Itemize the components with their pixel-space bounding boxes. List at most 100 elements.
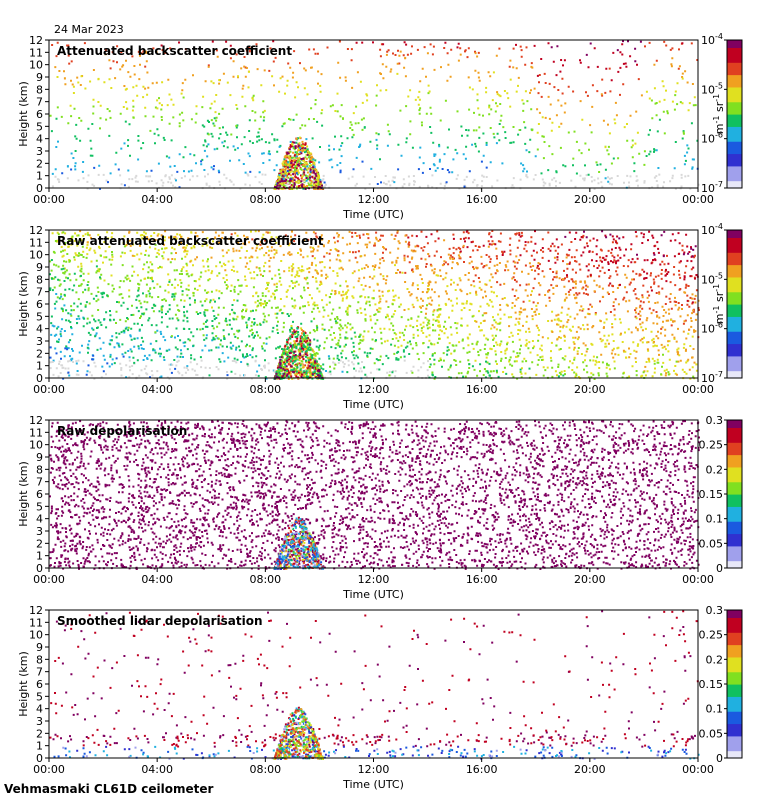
colorbar-swatch [727, 311, 742, 315]
colorbar-swatch [727, 728, 742, 732]
colorbar-swatch [727, 649, 742, 653]
y-tick-label: 7 [36, 286, 43, 299]
colorbar-swatch [727, 104, 742, 108]
colorbar-swatch [727, 535, 742, 539]
colorbar-swatch [727, 168, 742, 172]
colorbar-swatch [727, 716, 742, 720]
y-tick-label: 6 [36, 488, 43, 501]
colorbar-swatch [727, 291, 742, 295]
colorbar-swatch [727, 526, 742, 530]
colorbar-swatch [727, 79, 742, 83]
colorbar-swatch [727, 99, 742, 103]
heatmap-texture [49, 420, 700, 570]
y-tick-label: 3 [36, 145, 43, 158]
colorbar-swatch [727, 723, 742, 727]
y-tick-label: 10 [29, 249, 43, 262]
x-tick-label: 04:00 [141, 383, 173, 396]
y-tick-label: 12 [29, 604, 43, 617]
x-tick-label: 08:00 [249, 383, 281, 396]
x-tick-label: 16:00 [466, 763, 498, 776]
colorbar-swatch [727, 271, 742, 275]
colorbar-tick-label: 10-6 [701, 321, 723, 336]
colorbar-swatch [727, 40, 742, 44]
colorbar-swatch [727, 696, 742, 700]
colorbar-swatch [727, 308, 742, 312]
colorbar-swatch [727, 267, 742, 271]
colorbar-swatch [727, 239, 742, 243]
y-tick-label: 6 [36, 678, 43, 691]
colorbar-tick-label: 0.05 [699, 537, 724, 550]
y-tick-label: 1 [36, 740, 43, 753]
colorbar-swatch [727, 725, 742, 729]
colorbar-swatch [727, 661, 742, 665]
y-tick-label: 4 [36, 323, 43, 336]
colorbar-swatch [727, 642, 742, 646]
colorbar-swatch [727, 540, 742, 544]
panel-title: Raw attenuated backscatter coefficient [57, 234, 324, 248]
colorbar-swatch [727, 138, 742, 142]
x-tick-label: 00:00 [682, 383, 714, 396]
heatmap-texture [49, 230, 700, 380]
x-tick-label: 20:00 [574, 573, 606, 586]
heatmap-cells [51, 173, 700, 190]
colorbar-swatch [727, 503, 742, 507]
y-tick-label: 12 [29, 414, 43, 427]
colorbar-swatch [727, 52, 742, 56]
colorbar-tick-label: 0.05 [699, 727, 724, 740]
colorbar-swatch [727, 254, 742, 258]
colorbar-swatch [727, 54, 742, 58]
y-tick-label: 0 [36, 752, 43, 765]
colorbar-swatch [727, 471, 742, 475]
colorbar-swatch [727, 538, 742, 542]
colorbar-swatch [727, 299, 742, 303]
colorbar-swatch [727, 548, 742, 552]
y-tick-label: 9 [36, 261, 43, 274]
colorbar-swatch [727, 651, 742, 655]
colorbar-swatch [727, 121, 742, 125]
colorbar-swatch [727, 686, 742, 690]
colorbar-tick-label: 0.25 [699, 629, 724, 642]
colorbar-swatch [727, 81, 742, 85]
colorbar-swatch [727, 234, 742, 238]
x-tick-label: 08:00 [249, 573, 281, 586]
x-tick-label: 12:00 [358, 573, 390, 586]
y-tick-label: 7 [36, 476, 43, 489]
y-tick-label: 5 [36, 310, 43, 323]
colorbar-swatch [727, 444, 742, 448]
colorbar-swatch [727, 432, 742, 436]
y-tick-label: 11 [29, 616, 43, 629]
colorbar-swatch [727, 449, 742, 453]
colorbar-swatch [727, 249, 742, 253]
x-tick-label: 16:00 [466, 193, 498, 206]
colorbar-swatch [727, 479, 742, 483]
colorbar-swatch [727, 622, 742, 626]
colorbar-swatch [727, 718, 742, 722]
colorbar-swatch [727, 745, 742, 749]
colorbar-swatch [727, 457, 742, 461]
colorbar-swatch [727, 318, 742, 322]
colorbar-swatch [727, 163, 742, 167]
x-axis-label: Time (UTC) [342, 778, 404, 791]
colorbar-swatch [727, 42, 742, 46]
colorbar-swatch [727, 123, 742, 127]
heatmap-cells [50, 293, 363, 380]
panel-title: Attenuated backscatter coefficient [57, 44, 292, 58]
heatmap-cells [273, 710, 324, 760]
y-tick-label: 8 [36, 653, 43, 666]
colorbar-swatch [727, 259, 742, 263]
colorbar-swatch [727, 128, 742, 132]
colorbar-swatch [727, 654, 742, 658]
colorbar-swatch [727, 91, 742, 95]
colorbar-swatch [727, 111, 742, 115]
panel-title: Raw depolarisation [57, 424, 187, 438]
y-tick-label: 3 [36, 335, 43, 348]
colorbar-swatch [727, 735, 742, 739]
x-tick-label: 12:00 [358, 763, 390, 776]
colorbar: 10-7 10-6 10-5 10-4 m-1 sr-1 [701, 222, 743, 385]
colorbar-tick-label: 10-5 [701, 271, 723, 286]
colorbar-swatch [727, 257, 742, 261]
colorbar-swatch [727, 748, 742, 752]
colorbar-swatch [727, 89, 742, 93]
colorbar-swatch [727, 553, 742, 557]
